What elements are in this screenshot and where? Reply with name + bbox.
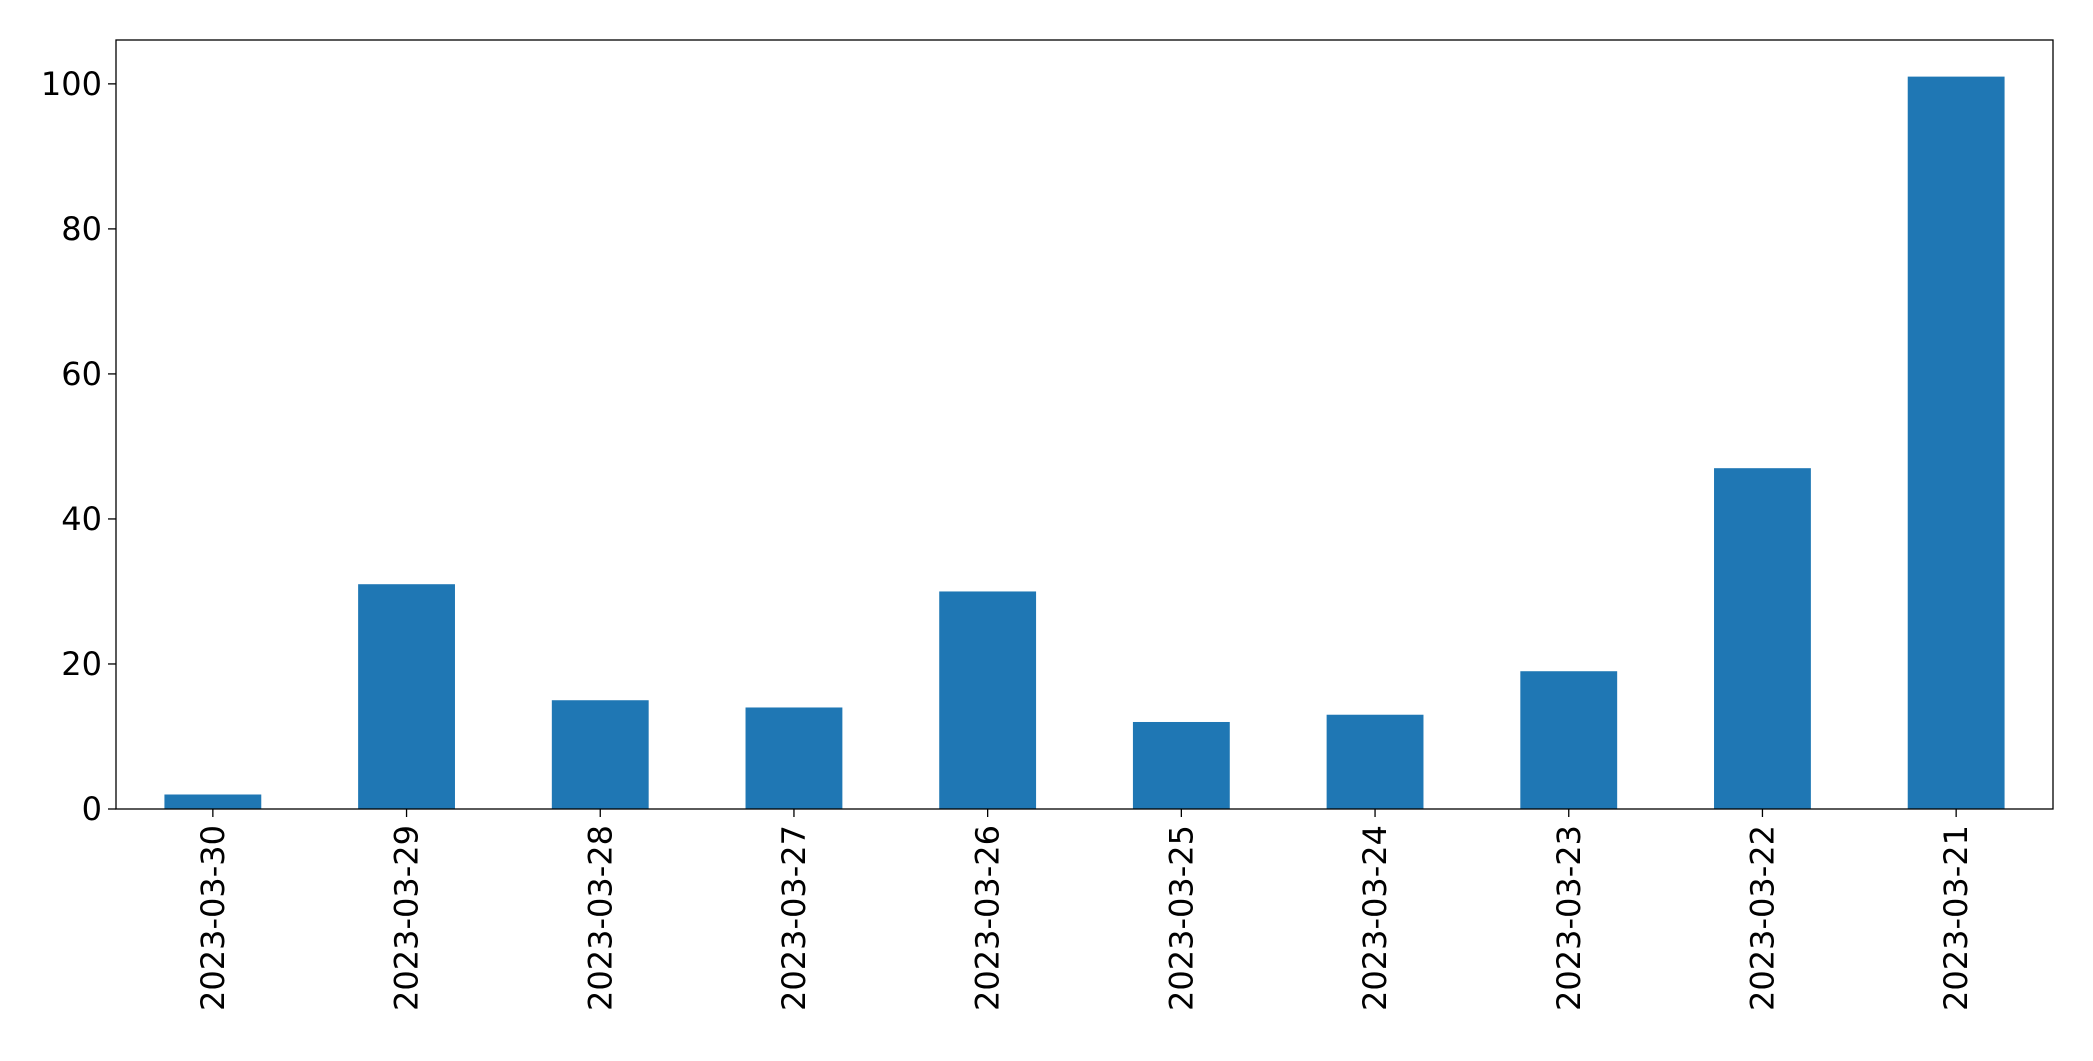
x-tick-label: 2023-03-28 xyxy=(581,825,619,1011)
x-tick-label: 2023-03-30 xyxy=(194,825,232,1011)
y-tick-label: 0 xyxy=(82,790,102,828)
bar xyxy=(358,584,455,809)
y-tick-label: 80 xyxy=(61,210,102,248)
x-tick-label: 2023-03-21 xyxy=(1937,825,1975,1011)
bar xyxy=(1132,721,1230,809)
x-tick-label: 2023-03-25 xyxy=(1162,825,1200,1011)
y-tick-label: 40 xyxy=(61,500,102,538)
bar xyxy=(1907,76,2005,810)
x-tick-label: 2023-03-23 xyxy=(1550,825,1588,1011)
x-tick-label: 2023-03-26 xyxy=(969,825,1007,1011)
x-tick-label: 2023-03-27 xyxy=(775,825,813,1011)
y-tick-label: 100 xyxy=(41,65,102,103)
x-tick-label: 2023-03-22 xyxy=(1743,825,1781,1011)
bar xyxy=(1326,714,1424,809)
bar xyxy=(745,707,843,809)
y-tick-label: 60 xyxy=(61,355,102,393)
bar xyxy=(1714,468,1811,809)
x-tick-label: 2023-03-29 xyxy=(388,825,426,1011)
bar xyxy=(1520,671,1618,809)
x-tick-label: 2023-03-24 xyxy=(1356,825,1394,1011)
bar xyxy=(939,591,1037,809)
bar xyxy=(551,700,649,809)
bar xyxy=(164,794,262,809)
plot-frame xyxy=(115,39,2054,810)
y-tick-label: 20 xyxy=(61,645,102,683)
